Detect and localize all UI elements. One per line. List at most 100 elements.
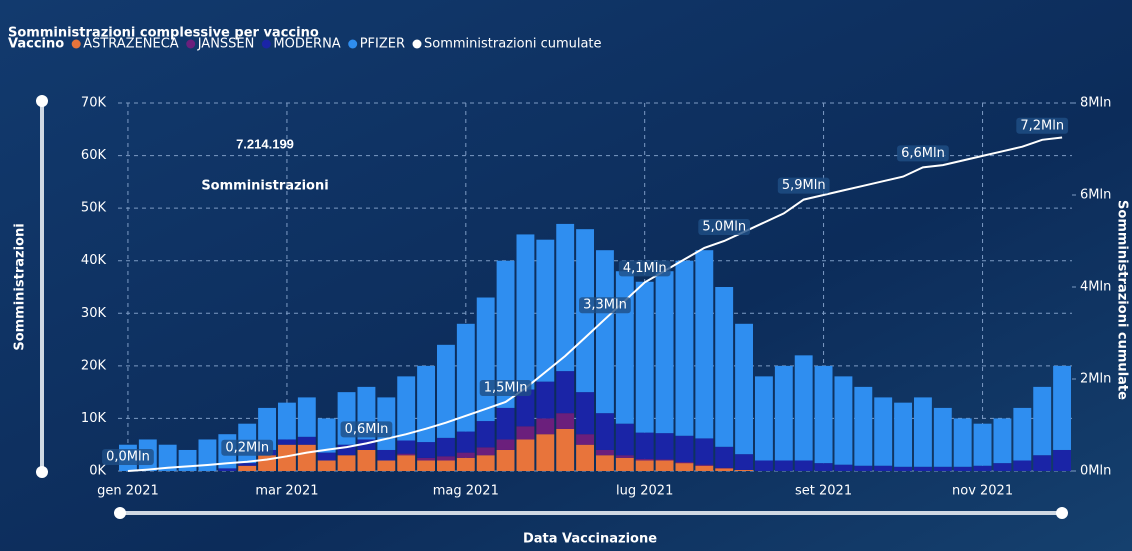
- bar: [317, 460, 336, 471]
- bar: [278, 439, 296, 445]
- legend-label: ASTRAZENECA: [83, 37, 179, 52]
- bar: [238, 465, 257, 471]
- bar: [556, 413, 575, 429]
- data-label: 0,0Mln: [106, 450, 150, 465]
- x-tick-label: nov 2021: [952, 484, 1013, 499]
- bar: [417, 457, 435, 461]
- bar: [476, 447, 495, 456]
- x-tick-label: lug 2021: [616, 484, 673, 499]
- data-label: 0,2Mln: [225, 440, 269, 455]
- bar: [655, 460, 674, 471]
- bar: [635, 460, 654, 471]
- bar: [297, 436, 316, 445]
- y-tick-label: 20K: [81, 358, 107, 373]
- x-axis-title: Data Vaccinazione: [523, 532, 657, 547]
- bar: [596, 455, 614, 471]
- data-label: 0,6Mln: [345, 422, 389, 437]
- bar: [536, 239, 555, 382]
- x-slider-handle[interactable]: [1056, 507, 1068, 519]
- bar: [417, 460, 435, 471]
- bar: [417, 365, 435, 443]
- bar: [914, 466, 932, 471]
- bar: [993, 463, 1012, 471]
- bar: [615, 423, 634, 456]
- bar: [576, 434, 594, 445]
- bar: [496, 407, 515, 440]
- y-slider-handle[interactable]: [36, 466, 48, 478]
- legend-marker: [261, 39, 271, 49]
- bar: [496, 449, 515, 471]
- bar: [874, 397, 893, 466]
- card-value: 7.214.199: [236, 136, 294, 151]
- legend: Vaccino ASTRAZENECA JANSSEN MODERNA PFIZER So…: [8, 37, 602, 52]
- bar: [615, 455, 634, 458]
- data-label: 5,0Mln: [702, 220, 746, 235]
- bar: [258, 407, 276, 450]
- legend-label: JANSSEN: [197, 37, 255, 52]
- bar: [675, 260, 694, 436]
- legend-label: MODERNA: [273, 37, 340, 52]
- bar: [834, 376, 853, 465]
- x-tick-label: gen 2021: [97, 484, 159, 499]
- bar: [874, 465, 893, 471]
- data-label: 1,5Mln: [484, 381, 528, 396]
- y-tick-label: 0K: [89, 464, 106, 479]
- bar: [516, 439, 535, 471]
- bar: [317, 418, 336, 453]
- line: [127, 136, 1063, 472]
- bar: [556, 223, 575, 372]
- bar: [735, 454, 753, 470]
- bar: [576, 392, 594, 435]
- x-tick-label: set 2021: [795, 484, 852, 499]
- bar: [476, 455, 495, 471]
- bar: [397, 376, 416, 441]
- bar: [695, 250, 714, 439]
- data-label-bg: [579, 297, 631, 314]
- bar: [814, 365, 833, 464]
- y-tick-label: 70K: [81, 96, 107, 111]
- legend-marker: [71, 39, 81, 49]
- bar: [596, 250, 614, 414]
- data-label-bg: [102, 449, 154, 465]
- bar: [635, 281, 654, 433]
- bar: [675, 463, 694, 471]
- bar: [1013, 460, 1032, 471]
- data-label-bg: [340, 421, 393, 438]
- data-label: 7,2Mln: [1020, 118, 1064, 133]
- y-tick-label: 10K: [81, 411, 107, 426]
- bar: [735, 469, 753, 471]
- bar: [774, 460, 793, 471]
- bar: [158, 444, 177, 471]
- bar: [735, 323, 753, 455]
- bar: [198, 439, 217, 471]
- chart-title: Somministrazioni complessive per vaccino: [8, 26, 319, 41]
- y-slider-handle[interactable]: [36, 95, 48, 107]
- bar: [755, 376, 773, 461]
- data-label-bg: [897, 145, 949, 162]
- bar: [933, 466, 952, 471]
- bar: [1053, 449, 1071, 471]
- legend-label: PFIZER: [360, 37, 405, 52]
- bar: [377, 449, 396, 461]
- bar: [794, 355, 813, 461]
- bar: [496, 439, 515, 450]
- x-slider-handle[interactable]: [114, 507, 126, 519]
- bar: [675, 462, 694, 464]
- bar: [337, 455, 356, 471]
- bar: [894, 466, 912, 471]
- data-label: 5,9Mln: [782, 178, 826, 193]
- y2-tick-label: 8Mln: [1080, 96, 1111, 111]
- bar: [357, 449, 376, 471]
- bar: [437, 437, 455, 457]
- legend-marker: [186, 39, 196, 49]
- y-tick-label: 40K: [81, 253, 107, 268]
- bar: [635, 458, 654, 461]
- bar: [456, 457, 475, 471]
- bar: [755, 460, 773, 471]
- bar: [1033, 386, 1052, 456]
- bar: [894, 402, 912, 467]
- data-label-bg: [698, 219, 751, 235]
- y-tick-label: 50K: [81, 201, 107, 216]
- bar: [417, 442, 435, 458]
- bar: [536, 434, 555, 471]
